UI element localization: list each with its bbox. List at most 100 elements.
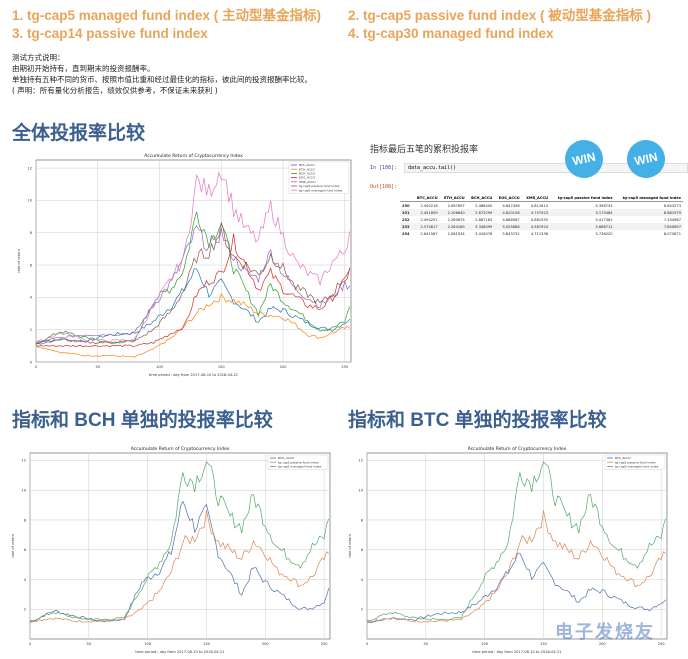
series-line — [35, 233, 351, 348]
series-line — [366, 552, 667, 624]
x-tick-label: 50 — [87, 642, 92, 646]
x-tick-label: 0 — [366, 642, 369, 646]
x-tick-label: 100 — [144, 642, 152, 646]
y-tick-label: 2 — [361, 608, 363, 612]
table-cell: 5.843732 — [502, 231, 520, 236]
notes-line-3: 单独持有五种不同的货币、按照市值比重和经过最佳化的指标，彼此间的投资报酬率比较。 — [12, 75, 312, 84]
series-line — [35, 225, 351, 344]
legend-entry: BCH_ACCU — [299, 172, 315, 176]
series-line — [366, 510, 667, 623]
series-line — [366, 461, 667, 621]
legend-entry: ETH_ACCU — [299, 167, 315, 171]
table-cell: 3.348099 — [466, 223, 495, 230]
legend-entry: XMR_ACCU — [299, 180, 316, 184]
column-header: XMR_ACCU — [521, 194, 551, 202]
overall-return-chart: Accumulate Return of Cryptocurrency Inde… — [14, 150, 359, 378]
chart-title: Accumulate Return of Cryptocurrency Inde… — [144, 153, 243, 159]
series-line — [29, 461, 330, 621]
y-tick-label: 12 — [358, 459, 363, 463]
table-cell: 7.800697 — [614, 223, 683, 230]
x-tick-label: 250 — [658, 642, 666, 646]
table-cell: 7.334987 — [663, 217, 681, 222]
legend-entry: BTC_ACCU — [299, 163, 315, 167]
test-method-notes: 测试方式说明： 由期初开始持有，直到期末的投资报酬率。 单独持有五种不同的货币、… — [12, 52, 312, 96]
index-item-3: 3. tg-cap14 passive fund index — [12, 26, 208, 41]
row-index: 254 — [402, 231, 410, 236]
index-item-4: 4. tg-cap30 managed fund index — [348, 26, 554, 41]
legend-entry: tg-cap5 managed fund index — [615, 465, 659, 469]
watermark-logo: 电子发烧友 — [555, 622, 655, 643]
table-cell: 2.887162 — [475, 217, 493, 222]
x-tick-label: 250 — [321, 642, 329, 646]
table-cell: 2.494251 — [420, 217, 438, 222]
column-header: tg-cap5 passive fund index — [550, 194, 615, 202]
y-tick-label: 6 — [30, 263, 33, 267]
y-tick-label: 10 — [27, 199, 32, 203]
table-cell: 2.087697 — [447, 203, 465, 208]
table-cell: 4.888087 — [502, 217, 520, 222]
accu-dataframe: BTC_ACCU ETH_ACCU BCH_ACCU EOS_ACCU XMR_ACCU… — [400, 194, 683, 237]
notes-line-4: ( 声明：所有量化分析报告，绩效仅供参考，不保证未来获利 ) — [12, 86, 218, 95]
x-tick-label: 100 — [156, 365, 164, 369]
table-cell: 5.417361 — [595, 217, 613, 222]
legend-entry: BTC_ACCU — [615, 456, 631, 460]
output-cell: Out[108]: BTC_ACCU ETH_ACCU BCH_ACCU EOS_AC… — [370, 173, 688, 237]
series-line — [29, 510, 330, 623]
table-cell: 2.570817 — [412, 223, 440, 230]
last-five-table-block: 指标最后五笔的累积投报率 In [108]: data_accu.tail() … — [370, 142, 688, 237]
x-axis-label: time period : day from 2017-08-10 to 201… — [135, 650, 224, 654]
y-tick-label: 4 — [30, 296, 33, 300]
table-cell: 8.075871 — [663, 231, 681, 236]
x-tick-label: 0 — [29, 642, 32, 646]
row-index: 253 — [400, 223, 413, 230]
table-cell: 2.673299 — [466, 209, 495, 216]
table-cell: 4.711338 — [530, 231, 549, 236]
notes-line-1: 测试方式说明： — [12, 53, 65, 62]
series-line — [35, 171, 351, 343]
y-axis-label: rate of return — [348, 534, 352, 558]
bch-return-chart: Accumulate Return of Cryptocurrency Inde… — [8, 443, 338, 655]
legend — [288, 161, 350, 194]
table-row: 254 2.641587 2.081934 3.416078 5.843732 4.711… — [400, 230, 683, 237]
column-header: BCH_ACCU — [466, 194, 495, 202]
column-header: EOS_ACCU — [494, 194, 522, 202]
y-tick-label: 8 — [24, 518, 27, 522]
y-axis-label: rate of return — [11, 534, 15, 558]
x-tick-label: 200 — [262, 642, 270, 646]
legend-entry: BCH_ACCU — [278, 456, 294, 460]
table-cell: 2.451859 — [412, 209, 440, 216]
legend — [604, 454, 666, 470]
y-tick-label: 2 — [30, 328, 32, 332]
table-cell: 2.641587 — [420, 231, 438, 236]
series-line — [35, 292, 351, 358]
x-tick-label: 100 — [481, 642, 489, 646]
y-tick-label: 2 — [24, 608, 26, 612]
legend-entry: tg-cap5 passive fund index — [615, 460, 656, 464]
legend-entry: tg-cap5 passive fund index — [299, 184, 340, 188]
column-header: tg-cap5 managed fund index — [614, 194, 683, 202]
row-index: 251 — [400, 209, 413, 216]
row-index: 252 — [402, 217, 410, 222]
y-tick-label: 6 — [24, 548, 27, 552]
series-line — [29, 500, 330, 624]
table-cell: 2.488400 — [475, 203, 493, 208]
series-line — [35, 211, 351, 344]
y-tick-label: 6 — [361, 548, 364, 552]
x-tick-label: 200 — [599, 642, 607, 646]
table-cell: 2.108640 — [439, 209, 467, 216]
table-row: 251 2.451859 2.108640 2.673299 4.820156 4.757… — [400, 209, 683, 216]
plot-area — [366, 452, 668, 640]
table-cell: 5.688712 — [550, 223, 615, 230]
legend-entry: tg-cap5 managed fund index — [299, 188, 343, 192]
x-tick-label: 200 — [280, 365, 288, 369]
table-row: 253 2.570817 2.284169 3.348099 5.025886 4.587… — [400, 223, 683, 230]
table-cell: 5.398733 — [595, 203, 613, 208]
table-cell: 2.450218 — [420, 203, 438, 208]
y-axis-label: rate of return — [17, 249, 21, 273]
notes-line-2: 由期初开始持有，直到期末的投资报酬率。 — [12, 64, 155, 73]
table-cell: 4.587924 — [521, 223, 551, 230]
in-prompt: In [108]: — [370, 165, 398, 171]
y-tick-label: 10 — [358, 489, 363, 493]
out-prompt: Out[108]: — [370, 184, 398, 190]
btc-section-title: 指标和 BTC 单独的投报率比较 — [348, 410, 607, 431]
